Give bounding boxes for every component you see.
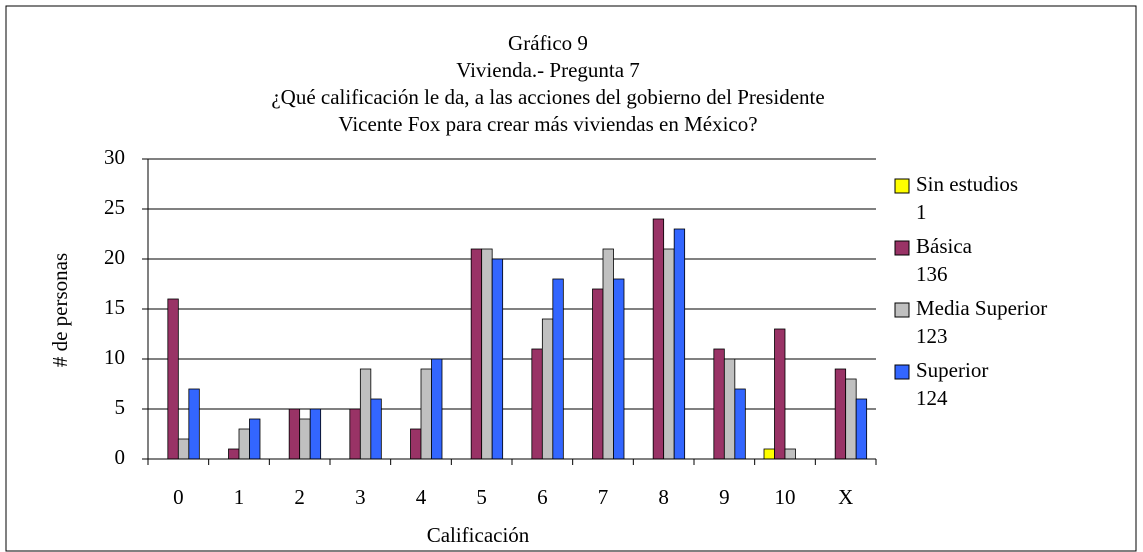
legend-label: Sin estudios xyxy=(916,172,1018,196)
bar xyxy=(481,248,493,460)
chart-title: Vicente Fox para crear más viviendas en … xyxy=(338,112,757,136)
legend-swatch xyxy=(894,240,910,256)
bar xyxy=(602,248,614,460)
legend-total: 1 xyxy=(916,200,927,224)
x-tick-label: X xyxy=(838,485,853,509)
legend-label: Básica xyxy=(916,234,973,258)
bar xyxy=(592,288,604,460)
legend-total: 136 xyxy=(916,262,948,286)
x-tick-label: 8 xyxy=(658,485,669,509)
x-tick-label: 10 xyxy=(775,485,796,509)
bar xyxy=(249,418,261,460)
chart-title: Gráfico 9 xyxy=(508,31,588,55)
bar xyxy=(774,328,786,460)
legend-total: 123 xyxy=(916,324,948,348)
chart-border xyxy=(5,5,1137,552)
bar xyxy=(531,348,543,460)
bar xyxy=(359,368,372,460)
legend-total: 124 xyxy=(916,386,948,410)
bar xyxy=(309,408,322,460)
y-tick-label: 25 xyxy=(104,195,125,219)
bar xyxy=(288,408,301,460)
legend-swatch xyxy=(894,364,910,380)
bar xyxy=(541,318,554,460)
bar xyxy=(652,218,665,460)
bar xyxy=(784,448,796,460)
bar xyxy=(713,348,725,460)
bar xyxy=(228,448,240,460)
bar xyxy=(470,248,483,460)
legend-label: Media Superior xyxy=(916,296,1047,320)
bar xyxy=(420,368,432,460)
y-tick-label: 10 xyxy=(104,345,125,369)
bar xyxy=(431,358,443,460)
bar xyxy=(855,398,868,460)
bar xyxy=(552,278,564,460)
y-tick-label: 15 xyxy=(104,295,125,319)
bar xyxy=(299,418,311,460)
bar xyxy=(349,408,361,460)
y-tick-label: 5 xyxy=(115,395,126,419)
y-tick-label: 30 xyxy=(104,145,125,169)
x-tick-label: 9 xyxy=(719,485,730,509)
bar xyxy=(491,258,504,460)
y-axis-label: # de personas xyxy=(48,253,72,367)
bar xyxy=(410,428,422,460)
x-tick-label: 2 xyxy=(294,485,305,509)
bar xyxy=(734,388,746,460)
legend-swatch xyxy=(894,178,910,194)
bar xyxy=(763,448,775,460)
chart-title: Vivienda.- Pregunta 7 xyxy=(456,58,640,82)
x-tick-label: 3 xyxy=(355,485,366,509)
bar xyxy=(177,438,190,460)
bar xyxy=(723,358,736,460)
bar xyxy=(834,368,847,460)
bar xyxy=(673,228,686,460)
x-tick-label: 7 xyxy=(598,485,609,509)
legend-swatch xyxy=(894,302,910,318)
bar xyxy=(238,428,250,460)
bar xyxy=(167,298,179,460)
bar xyxy=(845,378,857,460)
y-tick-label: 20 xyxy=(104,245,125,269)
x-tick-label: 5 xyxy=(476,485,487,509)
bar xyxy=(370,398,382,460)
bar xyxy=(613,278,625,460)
bar xyxy=(663,248,675,460)
bar xyxy=(188,388,200,460)
y-tick-label: 0 xyxy=(115,445,126,469)
x-tick-label: 6 xyxy=(537,485,548,509)
x-tick-label: 4 xyxy=(416,485,427,509)
x-axis-label: Calificación xyxy=(427,523,530,547)
x-tick-label: 1 xyxy=(234,485,245,509)
legend-label: Superior xyxy=(916,358,988,382)
x-tick-label: 0 xyxy=(173,485,184,509)
chart-title: ¿Qué calificación le da, a las acciones … xyxy=(271,85,824,109)
